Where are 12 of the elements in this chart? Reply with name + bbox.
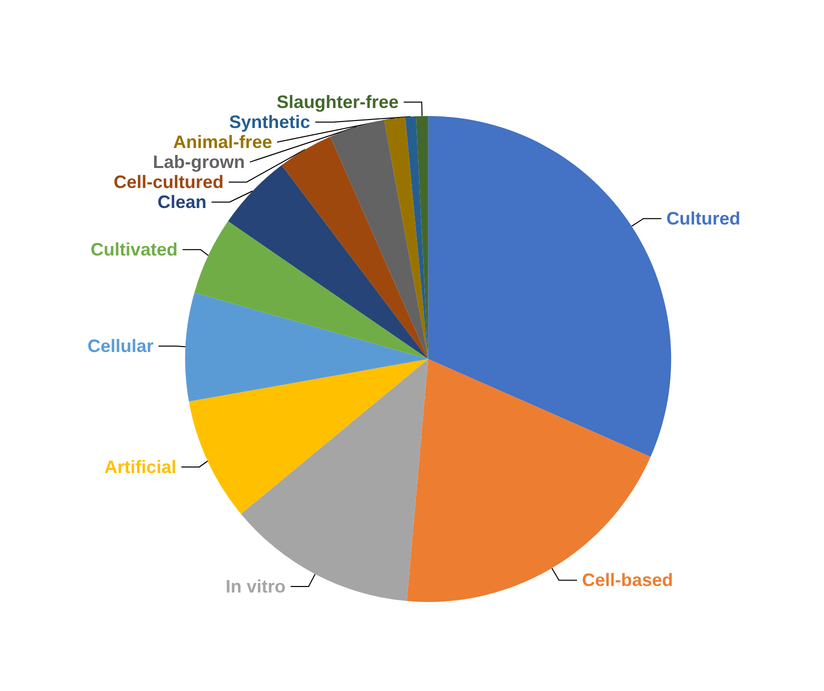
slice-label: Artificial (104, 456, 176, 477)
slice-label: Clean (158, 192, 207, 212)
slice-label: Cultured (666, 208, 740, 229)
slice-label: Cultivated (90, 240, 178, 260)
slice-label: Lab-grown (152, 152, 245, 172)
slice-label: Cell-cultured (114, 172, 224, 192)
slice-label: In vitro (226, 576, 286, 597)
slice-label: Cellular (87, 336, 154, 356)
slice-label: Slaughter-free (276, 92, 399, 112)
slice-label: Synthetic (229, 112, 310, 132)
slice-label: Animal-free (173, 132, 272, 152)
slice-label: Cell-based (582, 570, 674, 590)
